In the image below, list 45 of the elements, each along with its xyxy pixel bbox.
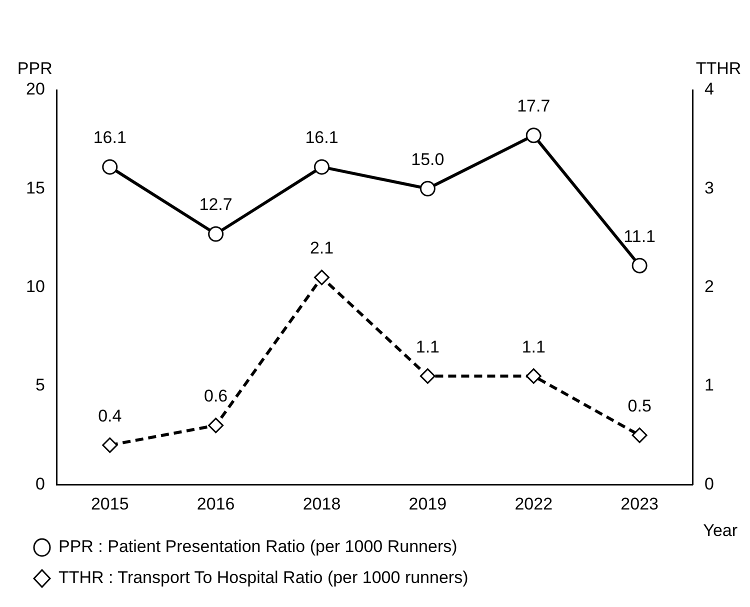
y2-axis-title: TTHR bbox=[696, 59, 742, 78]
data-label: 2.1 bbox=[310, 238, 334, 258]
point bbox=[632, 258, 648, 274]
y-tick-label: 0 bbox=[35, 474, 45, 494]
y-tick-label: 15 bbox=[26, 178, 45, 198]
x-tick-label: 2019 bbox=[408, 494, 447, 514]
data-label: 1.1 bbox=[416, 337, 440, 356]
y-axis-title: PPR bbox=[17, 59, 52, 78]
data-label: 16.1 bbox=[93, 128, 126, 148]
data-label: 0.5 bbox=[628, 396, 652, 416]
legend-label: PPR : Patient Presentation Ratio (per 1000 Runners) bbox=[58, 537, 458, 556]
point bbox=[102, 159, 118, 175]
x-tick-label: 2022 bbox=[514, 494, 553, 514]
data-label: 11.1 bbox=[624, 226, 656, 246]
x-tick-label: 2023 bbox=[620, 494, 658, 514]
legend-label: TTHR : Transport To Hospital Ratio (per 1000 runners) bbox=[58, 568, 468, 588]
point bbox=[102, 437, 118, 453]
y2-tick-label: 2 bbox=[704, 276, 714, 296]
point bbox=[420, 180, 436, 196]
data-label: 17.7 bbox=[517, 96, 550, 116]
point bbox=[314, 159, 330, 175]
x-tick-label: 2016 bbox=[196, 494, 235, 514]
data-label: 1.1 bbox=[522, 337, 546, 356]
x-tick-label: 2015 bbox=[90, 494, 129, 514]
point bbox=[632, 428, 648, 444]
data-label: 12.7 bbox=[199, 195, 232, 214]
point bbox=[314, 270, 330, 286]
data-label: 16.1 bbox=[305, 128, 338, 148]
y-tick-label: 10 bbox=[26, 276, 45, 296]
data-label: 15.0 bbox=[411, 150, 444, 169]
data-label: 0.6 bbox=[204, 386, 228, 406]
y2-tick-label: 4 bbox=[704, 80, 714, 99]
y2-tick-label: 0 bbox=[704, 474, 714, 494]
point bbox=[420, 368, 436, 384]
x-axis-title: Year bbox=[703, 520, 738, 540]
y2-tick-label: 3 bbox=[704, 178, 714, 198]
point bbox=[526, 368, 542, 384]
y-tick-label: 20 bbox=[26, 80, 45, 99]
point bbox=[208, 226, 224, 242]
y2-tick-label: 1 bbox=[704, 376, 714, 395]
point bbox=[526, 128, 542, 144]
point bbox=[208, 418, 224, 434]
data-label: 0.4 bbox=[98, 406, 122, 426]
y-tick-label: 5 bbox=[35, 376, 45, 395]
x-tick-label: 2018 bbox=[302, 494, 341, 514]
